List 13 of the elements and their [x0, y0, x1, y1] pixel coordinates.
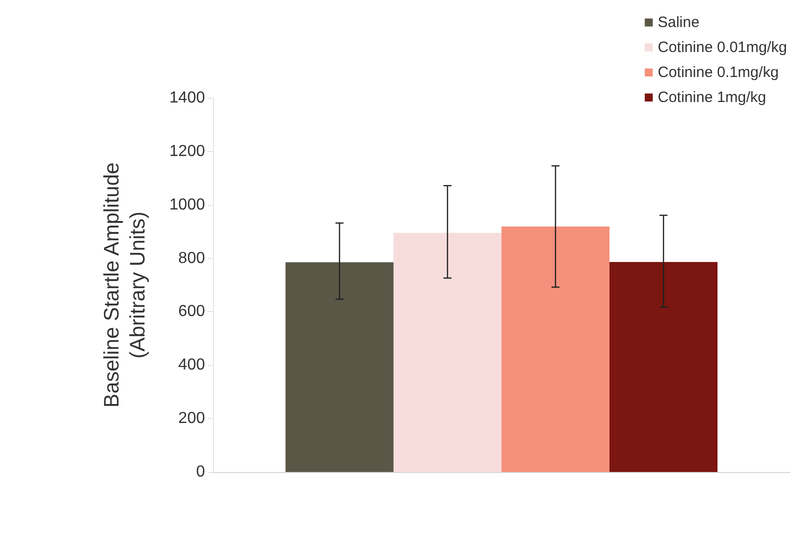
- y-tick-label: 600: [178, 303, 206, 320]
- y-axis-title: Baseline Startle Amplitude (Abritrary Units): [100, 162, 150, 408]
- y-tick-label: 0: [196, 464, 206, 480]
- legend-label: Cotinine 0.01mg/kg: [658, 39, 788, 56]
- y-tick-label: 200: [178, 410, 206, 428]
- y-tick-label: 1200: [169, 142, 206, 160]
- y-tick-label: 1000: [169, 196, 206, 214]
- y-tick-label: 800: [178, 250, 206, 267]
- legend-label: Saline: [658, 14, 700, 31]
- legend-label: Cotinine 0.1mg/kg: [658, 64, 779, 81]
- y-tick-label: 1400: [169, 90, 206, 106]
- y-tick-label: 400: [178, 356, 206, 374]
- legend-label: Cotinine 1mg/kg: [658, 89, 766, 106]
